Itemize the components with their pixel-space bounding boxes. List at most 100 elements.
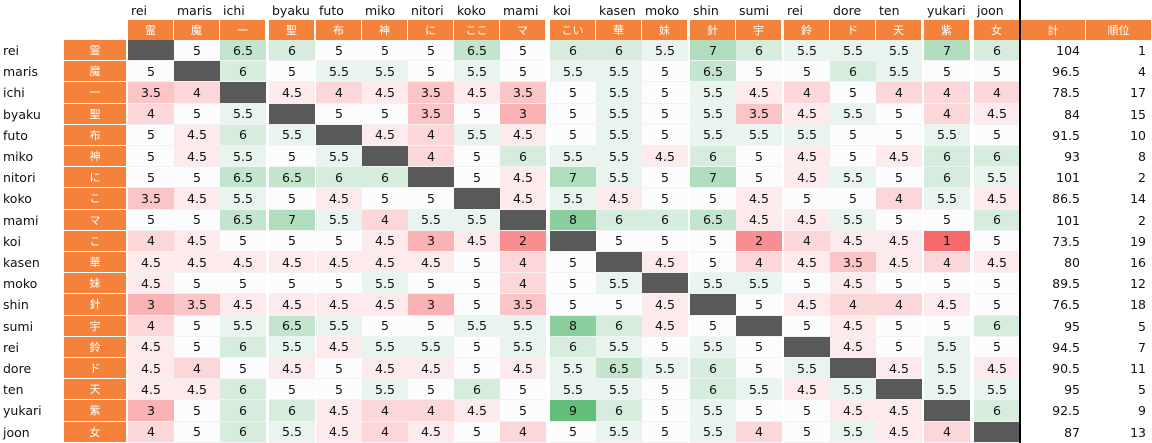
score-cell[interactable]: 3.5 xyxy=(500,294,546,316)
score-cell[interactable]: 3.5 xyxy=(174,294,220,316)
rank-cell[interactable]: 11 xyxy=(1130,361,1146,377)
score-cell[interactable]: 5 xyxy=(876,103,922,125)
score-cell[interactable]: 4.5 xyxy=(974,358,1020,380)
score-cell[interactable]: 5.5 xyxy=(642,358,688,380)
column-header-name[interactable]: rei xyxy=(131,2,148,18)
column-header-name[interactable]: shin xyxy=(693,2,719,18)
rank-header[interactable]: 順位 xyxy=(1086,20,1152,40)
score-cell[interactable]: 4 xyxy=(924,421,970,443)
score-cell[interactable]: 4.5 xyxy=(174,188,220,210)
score-cell[interactable]: 4 xyxy=(174,82,220,104)
column-header-kanji[interactable]: 華 xyxy=(596,20,642,40)
score-cell[interactable]: 4 xyxy=(128,421,174,443)
score-cell[interactable]: 5 xyxy=(128,209,174,231)
score-cell[interactable]: 5 xyxy=(128,167,174,189)
diagonal-cell[interactable] xyxy=(784,336,830,358)
row-header-name[interactable]: dore xyxy=(3,361,32,377)
score-cell[interactable]: 4.5 xyxy=(220,252,266,274)
column-header-kanji[interactable]: 紫 xyxy=(924,20,970,40)
row-header-kanji[interactable]: 聖 xyxy=(64,103,126,125)
rank-cell[interactable]: 13 xyxy=(1130,424,1146,440)
score-cell[interactable]: 5 xyxy=(269,379,315,401)
column-header-kanji[interactable]: 女 xyxy=(974,20,1020,40)
total-cell[interactable]: 73.5 xyxy=(1052,233,1080,249)
score-cell[interactable]: 4.5 xyxy=(269,252,315,274)
score-cell[interactable]: 5 xyxy=(408,40,454,62)
total-cell[interactable]: 76.5 xyxy=(1052,297,1080,313)
score-cell[interactable]: 5.5 xyxy=(830,103,876,125)
score-cell[interactable]: 8 xyxy=(550,315,596,337)
score-cell[interactable]: 5.5 xyxy=(500,315,546,337)
row-header-name[interactable]: koko xyxy=(3,191,32,207)
row-header-kanji[interactable]: 霊 xyxy=(64,40,126,62)
score-cell[interactable]: 4.5 xyxy=(316,421,362,443)
score-cell[interactable]: 5 xyxy=(128,61,174,83)
score-cell[interactable]: 4.5 xyxy=(362,358,408,380)
score-cell[interactable]: 3.5 xyxy=(128,188,174,210)
score-cell[interactable]: 3.5 xyxy=(500,82,546,104)
column-header-name[interactable]: nitori xyxy=(411,2,444,18)
score-cell[interactable]: 4 xyxy=(500,273,546,295)
column-header-kanji[interactable]: 魔 xyxy=(174,20,220,40)
rank-cell[interactable]: 15 xyxy=(1130,106,1146,122)
score-cell[interactable]: 4.5 xyxy=(876,421,922,443)
diagonal-cell[interactable] xyxy=(316,124,362,146)
score-cell[interactable]: 4.5 xyxy=(269,358,315,380)
score-cell[interactable]: 5.5 xyxy=(362,336,408,358)
score-cell[interactable]: 4.5 xyxy=(736,82,782,104)
score-cell[interactable]: 5 xyxy=(690,188,736,210)
score-cell[interactable]: 5.5 xyxy=(596,61,642,83)
column-header-kanji[interactable]: こい xyxy=(550,20,596,40)
score-cell[interactable]: 4 xyxy=(876,82,922,104)
score-cell[interactable]: 5 xyxy=(408,379,454,401)
score-cell[interactable]: 6 xyxy=(454,379,500,401)
column-header-name[interactable]: koi xyxy=(553,2,571,18)
column-header-kanji[interactable]: 布 xyxy=(316,20,362,40)
rank-cell[interactable]: 10 xyxy=(1130,127,1146,143)
score-cell[interactable]: 5.5 xyxy=(876,61,922,83)
score-cell[interactable]: 6 xyxy=(269,40,315,62)
score-cell[interactable]: 5 xyxy=(454,252,500,274)
row-header-kanji[interactable]: に xyxy=(64,167,126,189)
score-cell[interactable]: 5 xyxy=(830,146,876,168)
score-cell[interactable]: 5 xyxy=(736,61,782,83)
score-cell[interactable]: 6 xyxy=(830,61,876,83)
score-cell[interactable]: 5 xyxy=(690,315,736,337)
row-header-name[interactable]: ten xyxy=(3,382,24,398)
row-header-kanji[interactable]: 針 xyxy=(64,294,126,316)
score-cell[interactable]: 5 xyxy=(174,336,220,358)
score-cell[interactable]: 4.5 xyxy=(830,273,876,295)
score-cell[interactable]: 5.5 xyxy=(596,336,642,358)
column-header-kanji[interactable]: 霊 xyxy=(128,20,174,40)
score-cell[interactable]: 5 xyxy=(316,103,362,125)
score-cell[interactable]: 4.5 xyxy=(128,379,174,401)
column-header-name[interactable]: futo xyxy=(319,2,344,18)
rank-cell[interactable]: 5 xyxy=(1138,318,1146,334)
score-cell[interactable]: 4.5 xyxy=(924,294,970,316)
rank-cell[interactable]: 19 xyxy=(1130,233,1146,249)
score-cell[interactable]: 5 xyxy=(974,230,1020,252)
diagonal-cell[interactable] xyxy=(220,82,266,104)
total-cell[interactable]: 104 xyxy=(1056,43,1080,59)
score-cell[interactable]: 5 xyxy=(408,273,454,295)
row-header-name[interactable]: joon xyxy=(3,424,30,440)
score-cell[interactable]: 5 xyxy=(454,358,500,380)
total-cell[interactable]: 80 xyxy=(1064,255,1080,271)
score-cell[interactable]: 4.5 xyxy=(830,400,876,422)
score-cell[interactable]: 5 xyxy=(642,379,688,401)
column-header-name[interactable]: koko xyxy=(457,2,486,18)
total-cell[interactable]: 95 xyxy=(1064,382,1080,398)
score-cell[interactable]: 6 xyxy=(596,40,642,62)
score-cell[interactable]: 5.5 xyxy=(690,421,736,443)
score-cell[interactable]: 5.5 xyxy=(316,146,362,168)
total-cell[interactable]: 90.5 xyxy=(1052,361,1080,377)
total-cell[interactable]: 91.5 xyxy=(1052,127,1080,143)
score-cell[interactable]: 4.5 xyxy=(736,188,782,210)
score-cell[interactable]: 5 xyxy=(736,167,782,189)
row-header-kanji[interactable]: 女 xyxy=(64,421,126,443)
score-cell[interactable]: 3 xyxy=(408,230,454,252)
score-cell[interactable]: 5 xyxy=(924,209,970,231)
score-cell[interactable]: 5 xyxy=(220,230,266,252)
score-cell[interactable]: 5 xyxy=(454,146,500,168)
score-cell[interactable]: 5 xyxy=(362,103,408,125)
